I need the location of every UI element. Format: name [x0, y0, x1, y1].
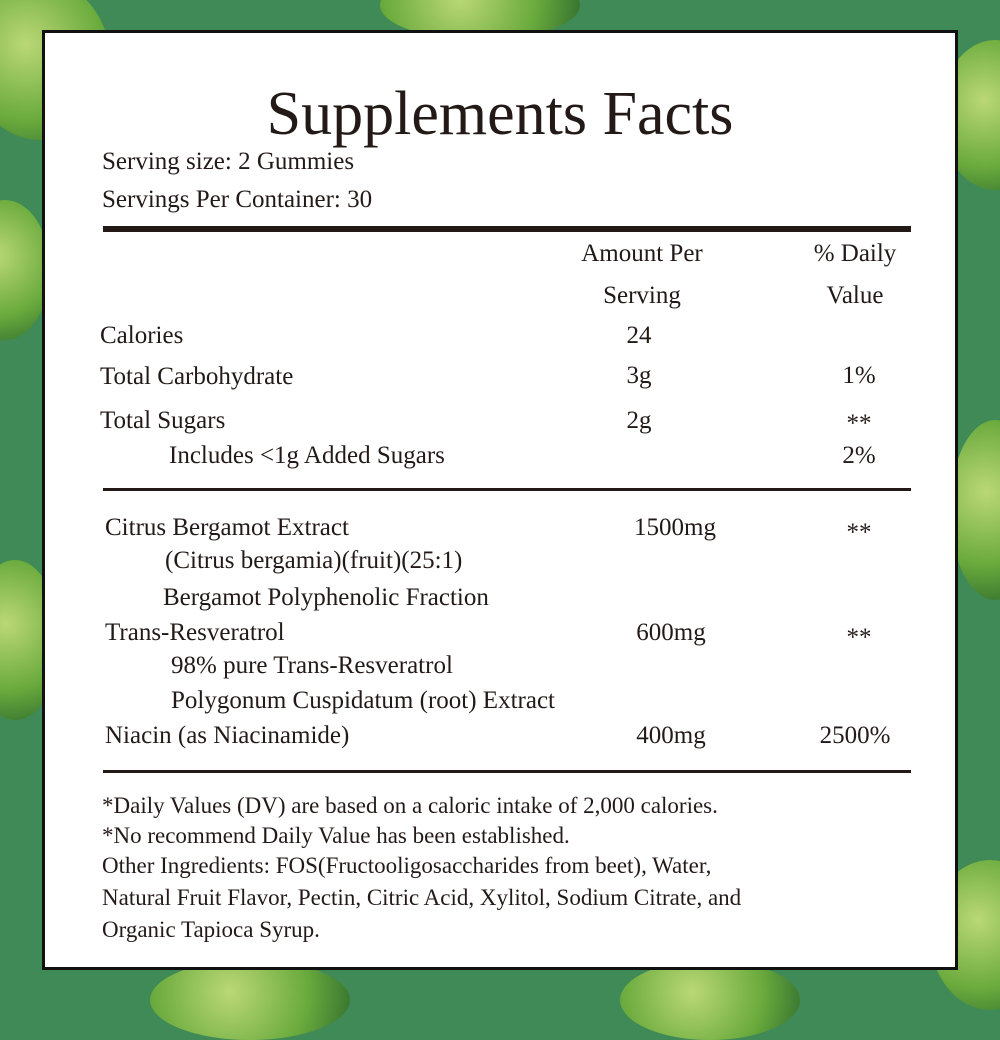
servings-per-container: Servings Per Container: 30 [102, 186, 373, 213]
ingredient-name: Niacin (as Niacinamide) [105, 722, 350, 749]
amount-header-2: Serving [603, 282, 681, 309]
nutrient-name: Includes <1g Added Sugars [169, 442, 445, 469]
ingredient-name: Trans-Resveratrol [105, 619, 285, 646]
ingredient-dv: 2500% [819, 722, 891, 749]
ingredient-name: Citrus Bergamot Extract [105, 514, 349, 541]
supplement-facts-panel: Supplements Facts Serving size: 2 Gummie… [42, 30, 958, 970]
ingredient-detail: Bergamot Polyphenolic Fraction [163, 584, 489, 611]
footnote: *Daily Values (DV) are based on a calori… [102, 793, 718, 818]
ingredient-detail: 98% pure Trans-Resveratrol [171, 652, 453, 679]
nutrient-name: Total Carbohydrate [100, 363, 294, 390]
ingredient-dv: ** [846, 624, 872, 651]
footnote: *No recommend Daily Value has been estab… [102, 823, 570, 848]
ingredient-amount: 400mg [636, 722, 706, 749]
ingredient-dv: ** [846, 519, 872, 546]
other-ingredients: Natural Fruit Flavor, Pectin, Citric Aci… [102, 885, 742, 910]
other-ingredients: Organic Tapioca Syrup. [102, 917, 320, 942]
ingredient-amount: 600mg [636, 619, 706, 646]
nutrient-name: Calories [100, 322, 184, 349]
nutrient-amount: 3g [626, 362, 652, 389]
amount-header-1: Amount Per [581, 240, 703, 267]
dv-header-1: % Daily [813, 240, 897, 267]
serving-size: Serving size: 2 Gummies [102, 148, 355, 175]
ingredient-amount: 1500mg [634, 514, 716, 541]
ingredient-detail: Polygonum Cuspidatum (root) Extract [171, 687, 555, 714]
nutrient-amount: 24 [626, 322, 652, 349]
nutrient-dv: 1% [842, 362, 876, 389]
thick-divider [103, 226, 911, 232]
nutrient-amount: 2g [626, 407, 652, 434]
divider [103, 488, 911, 491]
other-ingredients: Other Ingredients: FOS(Fructooligosaccha… [102, 853, 712, 878]
panel-title: Supplements Facts [266, 80, 734, 148]
divider [103, 770, 911, 773]
nutrient-dv: ** [846, 410, 872, 437]
ingredient-detail: (Citrus bergamia)(fruit)(25:1) [165, 547, 463, 574]
nutrient-dv: 2% [842, 442, 876, 469]
nutrient-name: Total Sugars [100, 407, 226, 434]
dv-header-2: Value [826, 282, 884, 309]
